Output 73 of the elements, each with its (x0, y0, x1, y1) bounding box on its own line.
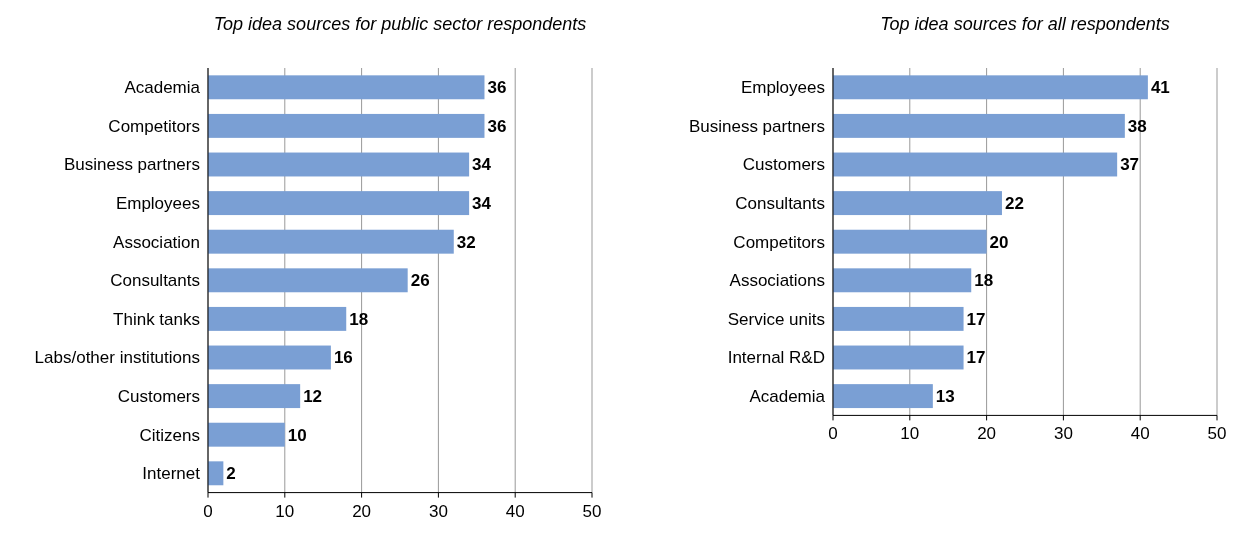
data-label: 32 (456, 232, 476, 252)
x-tick-label: 0 (203, 501, 213, 521)
bar (833, 113, 1125, 138)
bar (833, 345, 964, 370)
bar (208, 268, 408, 293)
bar (833, 75, 1148, 100)
data-label: 2 (226, 464, 236, 484)
y-tick-label: Internal R&D (727, 348, 825, 368)
y-tick-label: Labs/other institutions (34, 348, 200, 368)
y-tick-label: Associations (729, 271, 825, 291)
bar (208, 113, 485, 138)
data-label: 26 (410, 271, 430, 291)
bar (208, 75, 485, 100)
x-tick-label: 40 (505, 501, 525, 521)
bar (833, 306, 964, 331)
data-label: 41 (1150, 78, 1170, 98)
data-label: 18 (974, 271, 994, 291)
data-label: 37 (1120, 155, 1140, 175)
data-label: 34 (472, 194, 492, 214)
bar (833, 152, 1118, 177)
bar (208, 345, 331, 370)
data-label: 18 (349, 309, 369, 329)
chart-title: Top idea sources for public sector respondents (213, 14, 587, 34)
bar (833, 191, 1002, 216)
y-tick-label: Competitors (733, 232, 825, 252)
data-label: 17 (966, 309, 986, 329)
y-tick-label: Consultants (735, 194, 825, 214)
bar (208, 191, 470, 216)
data-label: 20 (989, 232, 1009, 252)
x-tick-label: 40 (1130, 424, 1150, 444)
x-tick-label: 30 (1053, 424, 1073, 444)
data-label: 12 (303, 387, 323, 407)
y-tick-label: Competitors (108, 116, 200, 136)
y-tick-label: Employees (740, 78, 825, 98)
y-tick-label: Consultants (110, 271, 200, 291)
x-tick-label: 10 (275, 501, 295, 521)
data-label: 34 (472, 155, 492, 175)
y-tick-label: Service units (727, 309, 825, 329)
x-tick-label: 50 (582, 501, 602, 521)
x-tick-label: 0 (828, 424, 838, 444)
y-tick-label: Citizens (139, 425, 200, 445)
bar (833, 229, 987, 254)
data-label: 36 (487, 116, 507, 136)
chart-title: Top idea sources for all respondents (880, 14, 1170, 34)
x-tick-label: 10 (900, 424, 920, 444)
y-tick-label: Customers (117, 387, 200, 407)
bar (208, 152, 470, 177)
bar (833, 384, 933, 409)
data-label: 36 (487, 78, 507, 98)
x-tick-label: 30 (428, 501, 448, 521)
y-tick-label: Internet (142, 464, 201, 484)
bar (208, 384, 301, 409)
x-tick-label: 20 (977, 424, 997, 444)
y-tick-label: Think tanks (113, 309, 200, 329)
bar (208, 229, 454, 254)
y-tick-label: Academia (749, 387, 826, 407)
x-tick-label: 50 (1207, 424, 1227, 444)
y-tick-label: Academia (124, 78, 201, 98)
data-label: 16 (333, 348, 353, 368)
bar (208, 461, 224, 486)
data-label: 17 (966, 348, 986, 368)
y-tick-label: Business partners (688, 116, 825, 136)
data-label: 22 (1004, 194, 1024, 214)
bar (833, 268, 972, 293)
data-label: 38 (1127, 116, 1147, 136)
x-tick-label: 20 (352, 501, 372, 521)
y-tick-label: Employees (115, 194, 200, 214)
data-label: 13 (935, 387, 955, 407)
y-tick-label: Business partners (63, 155, 200, 175)
bar (208, 422, 285, 447)
bar (208, 306, 347, 331)
y-tick-label: Customers (742, 155, 825, 175)
y-tick-label: Association (113, 232, 200, 252)
